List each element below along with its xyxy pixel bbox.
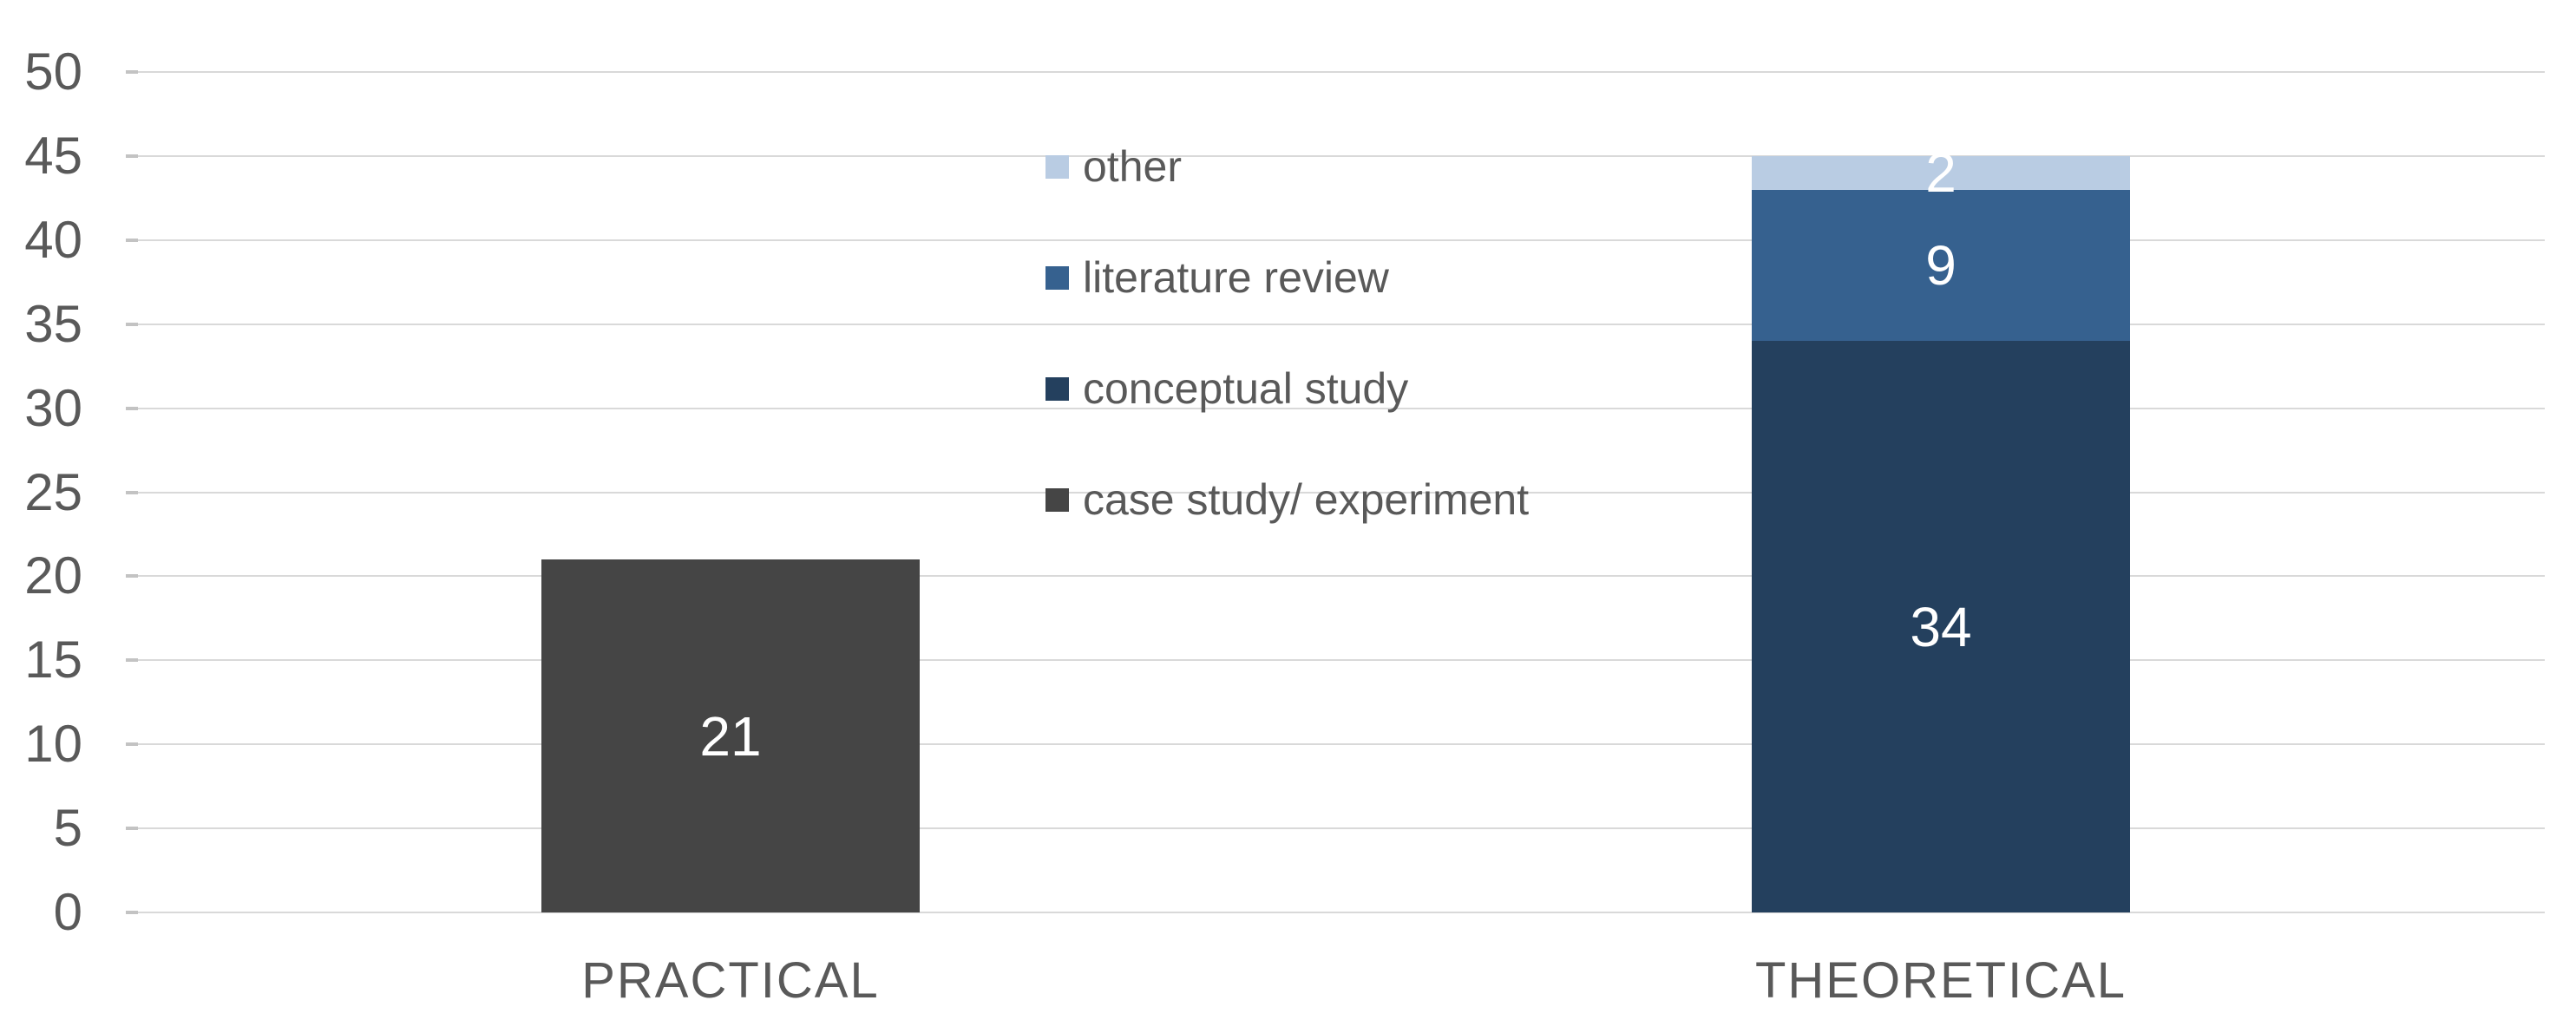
legend-swatch bbox=[1045, 487, 1069, 512]
gridline bbox=[126, 743, 2545, 746]
legend-item: literature review bbox=[1045, 252, 1389, 304]
legend-item: other bbox=[1045, 141, 1182, 193]
gridline bbox=[126, 659, 2545, 662]
bar-data-label: 2 bbox=[1925, 141, 1957, 205]
y-tick-label: 35 bbox=[24, 294, 82, 353]
x-category-label: THEORETICAL bbox=[1754, 952, 2127, 1009]
legend-item: case study/ experiment bbox=[1045, 474, 1529, 526]
bar-data-label: 21 bbox=[699, 704, 762, 768]
gridline bbox=[126, 575, 2545, 578]
bar-segment: 2 bbox=[1752, 145, 2130, 200]
axis-tick bbox=[126, 574, 138, 579]
gridline bbox=[126, 912, 2545, 913]
y-tick-label: 45 bbox=[24, 126, 82, 185]
axis-tick bbox=[126, 238, 138, 242]
y-tick-label: 20 bbox=[24, 546, 82, 605]
axis-tick bbox=[126, 322, 138, 326]
legend-label: case study/ experiment bbox=[1083, 474, 1530, 524]
gridline bbox=[126, 71, 2545, 73]
x-category-label: PRACTICAL bbox=[581, 952, 880, 1009]
y-tick-label: 0 bbox=[53, 883, 82, 941]
legend-label: literature review bbox=[1083, 252, 1389, 302]
bar-data-label: 34 bbox=[1910, 595, 1972, 658]
gridline bbox=[126, 407, 2545, 409]
axis-tick bbox=[126, 911, 138, 914]
bar-data-label: 9 bbox=[1925, 233, 1957, 297]
y-tick-label: 5 bbox=[53, 799, 82, 858]
legend-item: conceptual study bbox=[1045, 363, 1408, 415]
legend-swatch bbox=[1045, 376, 1069, 401]
gridline bbox=[126, 827, 2545, 830]
gridline bbox=[126, 239, 2545, 241]
y-tick-label: 15 bbox=[24, 631, 82, 690]
axis-tick bbox=[126, 490, 138, 494]
legend-label: other bbox=[1083, 141, 1182, 191]
axis-tick bbox=[126, 406, 138, 410]
gridline bbox=[126, 491, 2545, 494]
axis-tick bbox=[126, 154, 138, 158]
axis-tick bbox=[126, 742, 138, 747]
legend-swatch bbox=[1045, 265, 1069, 290]
gridline bbox=[126, 154, 2545, 157]
bar-segment: 21 bbox=[541, 559, 920, 912]
y-tick-label: 25 bbox=[24, 462, 82, 521]
axis-tick bbox=[126, 70, 138, 74]
bar-segment: 9 bbox=[1752, 189, 2130, 342]
y-tick-label: 10 bbox=[24, 715, 82, 774]
axis-tick bbox=[126, 658, 138, 663]
gridline bbox=[126, 323, 2545, 325]
y-tick-label: 30 bbox=[24, 378, 82, 437]
axis-tick bbox=[126, 827, 138, 831]
legend-swatch bbox=[1045, 154, 1069, 179]
y-tick-label: 50 bbox=[24, 42, 82, 101]
bar-segment: 34 bbox=[1752, 341, 2130, 912]
legend-label: conceptual study bbox=[1083, 363, 1409, 413]
y-tick-label: 40 bbox=[24, 210, 82, 269]
